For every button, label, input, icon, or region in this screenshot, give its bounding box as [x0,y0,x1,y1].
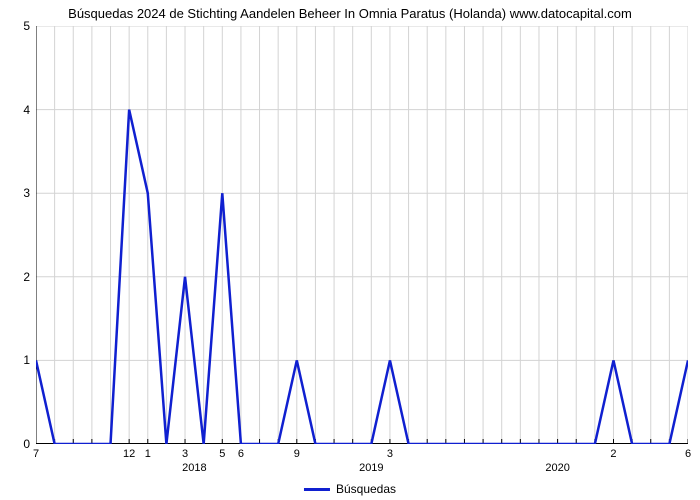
x-year-label: 2020 [545,462,569,474]
x-tick-label: 2 [610,448,616,460]
x-year-label: 2019 [359,462,383,474]
y-tick-label: 0 [6,437,30,451]
x-tick-label: 5 [219,448,225,460]
y-tick-label: 4 [6,103,30,117]
x-tick-label: 3 [387,448,393,460]
legend-label: Búsquedas [336,482,396,496]
legend-swatch [304,488,330,491]
x-tick-label: 3 [182,448,188,460]
x-year-label: 2018 [182,462,206,474]
y-tick-label: 3 [6,186,30,200]
x-tick-label: 7 [33,448,39,460]
x-tick-label: 6 [685,448,691,460]
x-tick-label: 9 [294,448,300,460]
x-tick-label: 12 [123,448,135,460]
plot-area: 01234571213569326201820192020 [36,26,688,444]
y-tick-label: 1 [6,353,30,367]
legend: Búsquedas [304,482,396,496]
y-tick-label: 2 [6,270,30,284]
y-tick-label: 5 [6,19,30,33]
chart-title: Búsquedas 2024 de Stichting Aandelen Beh… [68,6,632,21]
x-tick-label: 6 [238,448,244,460]
x-tick-label: 1 [145,448,151,460]
chart-svg [36,26,688,444]
